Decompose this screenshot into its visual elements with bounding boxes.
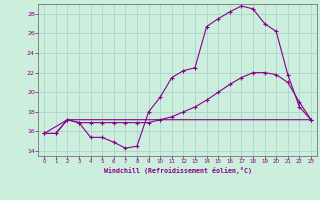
X-axis label: Windchill (Refroidissement éolien,°C): Windchill (Refroidissement éolien,°C): [104, 167, 252, 174]
